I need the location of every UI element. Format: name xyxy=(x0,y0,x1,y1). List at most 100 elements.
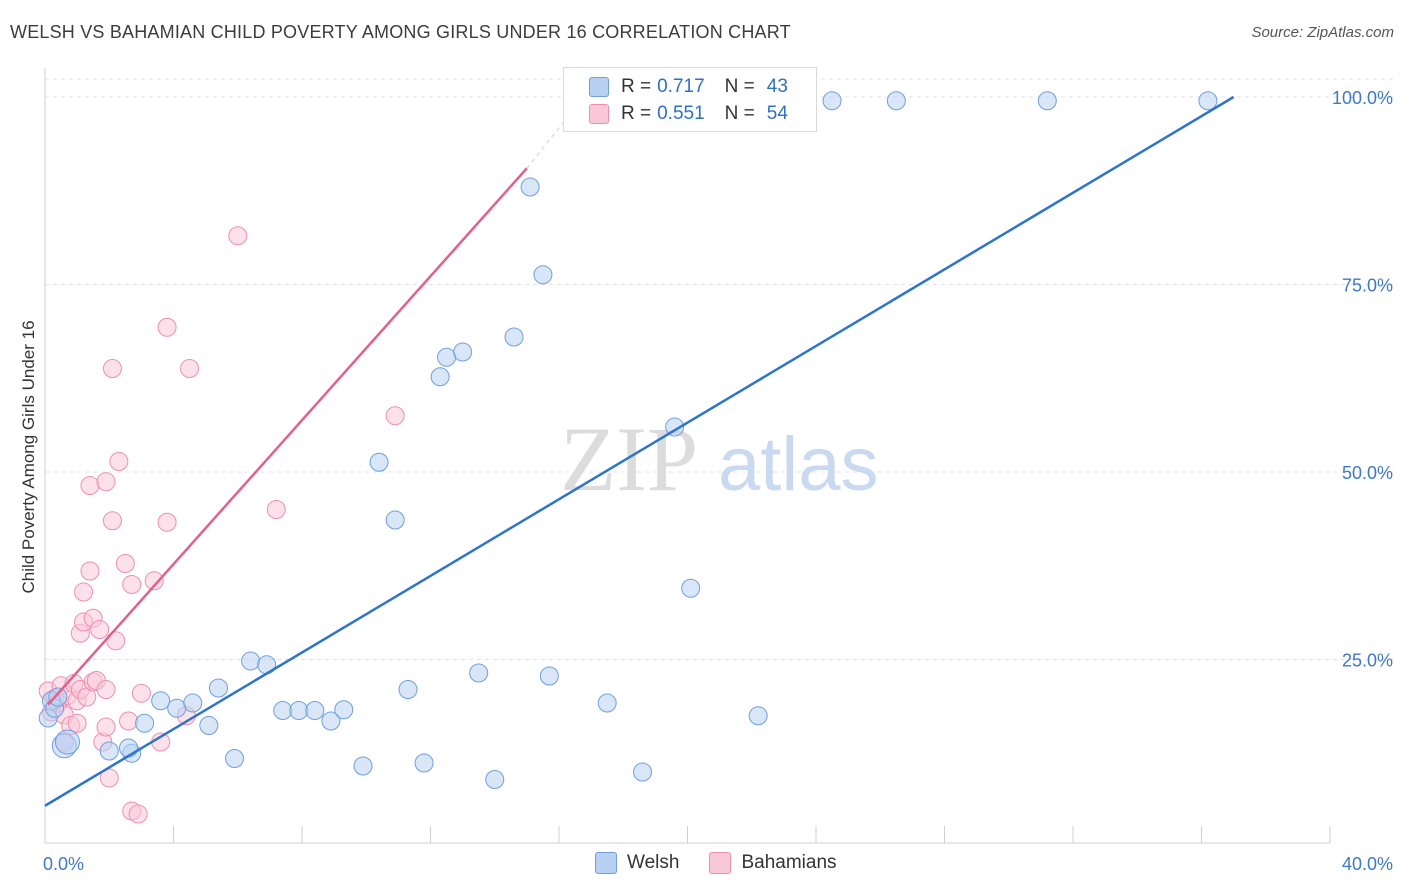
y-tick-label-50: 50.0% xyxy=(1342,463,1393,483)
welsh-legend-label: Welsh xyxy=(627,852,680,873)
legend-row-welsh: R = 0.717 N = 43 xyxy=(589,74,788,100)
welsh-point-40 xyxy=(681,578,701,598)
bahamians-point-37 xyxy=(131,683,151,703)
bahamians-r-value: 0.551 xyxy=(657,103,705,124)
bahamians-point-18 xyxy=(80,476,100,495)
welsh-point-34 xyxy=(520,177,540,197)
welsh-point-22 xyxy=(334,700,354,720)
bahamians-point-38 xyxy=(144,571,164,591)
welsh-point-27 xyxy=(414,753,434,773)
welsh-point-24 xyxy=(369,452,389,472)
bahamians-point-26 xyxy=(96,717,116,737)
welsh-point-6 xyxy=(99,741,119,761)
welsh-point-19 xyxy=(289,701,309,720)
bahamians-n-label: N = xyxy=(724,103,755,124)
bahamians-point-33 xyxy=(119,711,139,731)
bahamians-point-24 xyxy=(96,472,116,492)
welsh-r-value: 0.717 xyxy=(657,76,705,97)
welsh-point-11 xyxy=(167,698,187,718)
welsh-point-29 xyxy=(437,347,457,367)
bahamians-point-11 xyxy=(67,713,87,733)
x-tick-label-min: 0.0% xyxy=(43,854,84,874)
welsh-point-44 xyxy=(1037,91,1057,111)
welsh-point-33 xyxy=(504,327,524,347)
welsh-r-label: R = xyxy=(621,76,652,97)
legend-item-bahamians: Bahamians xyxy=(709,852,837,874)
legend-item-welsh: Welsh xyxy=(595,852,679,874)
bahamians-n-value: 54 xyxy=(766,103,788,124)
welsh-point-35 xyxy=(533,265,553,285)
bahamians-point-35 xyxy=(122,575,142,594)
welsh-point-12 xyxy=(183,693,203,713)
bahamians-point-17 xyxy=(80,561,100,581)
welsh-point-10 xyxy=(151,691,171,711)
welsh-point-39 xyxy=(665,417,685,437)
bahamians-point-15 xyxy=(74,582,94,602)
chart-title: WELSH VS BAHAMIAN CHILD POVERTY AMONG GI… xyxy=(10,22,791,42)
bahamians-point-28 xyxy=(102,359,122,378)
source-label: Source: ZipAtlas.com xyxy=(1251,24,1394,41)
bahamians-points xyxy=(38,226,405,824)
welsh-point-5 xyxy=(54,729,80,755)
bahamians-trendline xyxy=(47,167,528,706)
bahamians-point-27 xyxy=(99,768,119,788)
watermark-atlas: atlas xyxy=(718,422,879,507)
welsh-trendline xyxy=(44,95,1235,807)
welsh-point-30 xyxy=(453,342,473,362)
series-legend: Welsh Bahamians xyxy=(595,852,867,874)
welsh-point-23 xyxy=(353,756,373,776)
correlation-legend: R = 0.717 N = 43 R = 0.551 N = 54 xyxy=(563,67,817,132)
x-tick-label-max: 40.0% xyxy=(1342,854,1393,874)
bahamians-r-label: R = xyxy=(621,103,652,124)
bahamians-swatch xyxy=(589,104,609,124)
welsh-point-3 xyxy=(48,687,68,707)
y-tick-label-75: 75.0% xyxy=(1342,276,1393,296)
welsh-point-38 xyxy=(633,762,653,782)
welsh-point-43 xyxy=(886,91,906,111)
welsh-n-label: N = xyxy=(724,76,755,97)
bahamians-point-25 xyxy=(96,680,116,699)
bahamians-point-40 xyxy=(157,512,177,532)
welsh-point-42 xyxy=(822,91,842,111)
welsh-point-15 xyxy=(225,749,245,768)
axis-labels: 25.0% 50.0% 75.0% 100.0% 0.0% 40.0% xyxy=(43,88,1393,874)
welsh-point-37 xyxy=(597,693,617,713)
bahamians-point-29 xyxy=(102,511,122,531)
y-tick-label-25: 25.0% xyxy=(1342,651,1393,671)
bahamians-point-46 xyxy=(385,406,405,426)
grid-lines xyxy=(45,78,1395,660)
bahamians-legend-swatch xyxy=(709,852,732,874)
bahamians-point-22 xyxy=(90,620,110,639)
welsh-point-20 xyxy=(305,701,325,720)
y-tick-label-100: 100.0% xyxy=(1332,88,1393,108)
welsh-point-25 xyxy=(385,510,405,530)
welsh-point-9 xyxy=(135,713,155,733)
bahamians-point-44 xyxy=(228,226,248,246)
welsh-point-32 xyxy=(485,770,505,789)
y-axis-label: Child Poverty Among Girls Under 16 xyxy=(19,320,38,593)
welsh-point-14 xyxy=(208,678,228,698)
welsh-n-value: 43 xyxy=(766,76,788,97)
welsh-legend-swatch xyxy=(595,852,617,874)
welsh-point-16 xyxy=(241,651,261,671)
welsh-swatch xyxy=(589,77,609,97)
bahamians-point-32 xyxy=(115,554,135,573)
welsh-point-13 xyxy=(199,716,219,735)
bahamians-point-31 xyxy=(109,452,129,471)
welsh-point-8 xyxy=(119,738,139,758)
bahamians-point-43 xyxy=(180,359,200,378)
welsh-point-26 xyxy=(398,680,418,699)
trendlines xyxy=(44,95,1235,807)
axes xyxy=(44,68,1331,844)
legend-row-bahamians: R = 0.551 N = 54 xyxy=(589,101,788,127)
bahamians-point-36 xyxy=(128,804,148,824)
welsh-point-18 xyxy=(273,701,293,720)
watermark: ZIP atlas xyxy=(560,408,879,510)
bahamians-trendline-extension xyxy=(526,115,570,169)
bahamians-point-41 xyxy=(157,317,177,337)
welsh-point-36 xyxy=(539,666,559,686)
bahamians-point-45 xyxy=(266,500,286,519)
bahamians-legend-label: Bahamians xyxy=(741,852,837,873)
welsh-point-31 xyxy=(469,663,489,683)
